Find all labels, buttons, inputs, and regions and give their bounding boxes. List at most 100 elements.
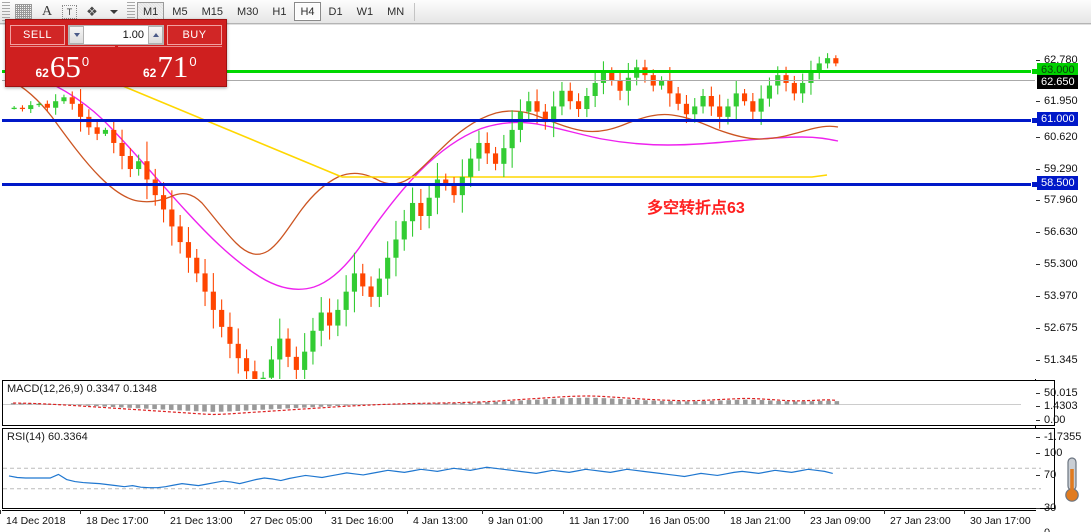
time-tick-10: 23 Jan 09:00 [804, 510, 871, 527]
volume-decrease-button[interactable] [69, 25, 84, 44]
price-scale[interactable]: 62.780 61.950 60.620 59.290 57.960 56.63… [1036, 25, 1091, 532]
price-tick-5: 56.630 [1036, 226, 1078, 238]
timeframe-m30[interactable]: M30 [231, 2, 264, 21]
macd-pane[interactable]: MACD(12,26,9) 0.3347 0.1348 [2, 380, 1055, 426]
time-tick-8: 16 Jan 05:00 [643, 510, 710, 527]
sell-price-fraction: 0 [81, 54, 90, 69]
rsi-scale-100: 100 [1036, 447, 1062, 459]
time-tick-9: 18 Jan 21:00 [724, 510, 791, 527]
timeframe-m15-label: M15 [201, 5, 223, 18]
sell-price-prefix: 62 [35, 66, 49, 80]
buy-button[interactable]: BUY [167, 24, 222, 45]
chart-area[interactable]: UKOil-,H4 62.740 62.850 62.650 62.650 [0, 24, 1091, 532]
text-label-icon[interactable]: T [58, 2, 81, 22]
buy-price-main: 71 [157, 49, 189, 83]
price-tick-4: 57.960 [1036, 194, 1078, 206]
time-tick-2: 21 Dec 13:00 [163, 510, 233, 527]
sell-button-label: SELL [23, 28, 52, 41]
sell-price-main: 65 [49, 49, 81, 83]
price-tick-3: 59.290 [1036, 163, 1078, 175]
price-tick-1: 61.950 [1036, 95, 1078, 107]
price-badge-58500[interactable]: 58.500 [1037, 176, 1078, 190]
time-tick-12: 30 Jan 17:00 [964, 510, 1031, 527]
timeframe-mn[interactable]: MN [381, 2, 410, 21]
timeframe-m5-label: M5 [172, 5, 188, 18]
time-tick-4: 31 Dec 16:00 [324, 510, 394, 527]
price-level-line-58500[interactable] [2, 181, 1038, 188]
price-tick-10: 50.015 [1036, 387, 1078, 399]
macd-scale-max: 1.4303 [1036, 400, 1078, 412]
timeframe-m1-label: M1 [143, 5, 159, 18]
text-format-icon[interactable]: A [36, 2, 58, 22]
toolbar-separator [414, 2, 416, 21]
time-tick-11: 27 Jan 23:00 [884, 510, 951, 527]
volume-stepper[interactable]: 1.00 [68, 24, 164, 45]
volume-increase-button[interactable] [148, 25, 163, 44]
timeframe-w1[interactable]: W1 [351, 2, 380, 21]
timeframe-m1[interactable]: M1 [137, 2, 165, 21]
timeframe-w1-label: W1 [356, 5, 374, 18]
timeframe-d1[interactable]: D1 [323, 2, 349, 21]
rsi-scale-0: 0 [1036, 527, 1050, 532]
toolbar-grip-2[interactable] [127, 1, 135, 22]
buy-price-prefix: 62 [142, 66, 157, 80]
buy-price-display[interactable]: 62 71 0 [117, 46, 222, 83]
text-label-icon-glyph: T [62, 4, 77, 19]
time-tick-0: 14 Dec 2018 [0, 510, 66, 527]
price-tick-7: 53.970 [1036, 290, 1078, 302]
timeframe-h4[interactable]: H4 [294, 2, 321, 21]
toolbar-grip-1[interactable] [2, 1, 10, 22]
objects-shapes-icon-glyph: ❖ [86, 3, 98, 19]
timeframe-d1-label: D1 [328, 5, 343, 18]
timeframe-m5[interactable]: M5 [166, 2, 193, 21]
objects-shapes-icon[interactable]: ❖ [81, 2, 103, 22]
volume-input[interactable]: 1.00 [122, 28, 144, 41]
time-axis[interactable]: 14 Dec 2018 18 Dec 17:00 21 Dec 13:00 27… [0, 510, 1036, 532]
rsi-scale-70: 70 [1036, 469, 1056, 481]
objects-dropdown-icon[interactable] [103, 2, 125, 22]
price-tick-2: 60.620 [1036, 131, 1078, 143]
rsi-plot [3, 466, 1041, 490]
time-tick-1: 18 Dec 17:00 [79, 510, 149, 527]
market-sentiment-thermometer[interactable] [1063, 457, 1081, 505]
trendline-yellow-flat [342, 174, 828, 178]
time-tick-3: 27 Dec 05:00 [243, 510, 313, 527]
sell-button[interactable]: SELL [10, 24, 65, 45]
macd-plot [3, 395, 1021, 416]
timeframe-m30-label: M30 [236, 5, 259, 18]
sell-price-display[interactable]: 62 65 0 [10, 46, 115, 83]
chevron-down-icon [110, 9, 118, 14]
chevron-up-icon [152, 32, 159, 37]
buy-price-fraction: 0 [189, 54, 197, 69]
timeframe-h4-label: H4 [300, 5, 315, 18]
price-level-line-61000[interactable] [2, 117, 1038, 124]
trade-panel-prices: 62 65 0 62 71 0 [6, 46, 226, 86]
rsi-scale-30: 30 [1036, 502, 1056, 514]
timeframe-m15[interactable]: M15 [196, 2, 229, 21]
timeframe-h1-label: H1 [272, 5, 287, 18]
macd-scale-min: -1.7355 [1036, 431, 1081, 443]
timeframe-h1[interactable]: H1 [266, 2, 292, 21]
price-badge-63000[interactable]: 63.000 [1037, 63, 1078, 77]
one-click-trading-panel[interactable]: SELL 1.00 BUY 62 65 0 62 71 0 [5, 19, 227, 87]
price-tick-9: 51.345 [1036, 354, 1078, 366]
price-badge-61000[interactable]: 61.000 [1037, 112, 1078, 126]
rsi-label: RSI(14) 60.3364 [7, 431, 88, 443]
macd-label: MACD(12,26,9) 0.3347 0.1348 [7, 383, 157, 395]
buy-button-label: BUY [182, 28, 207, 41]
time-tick-7: 11 Jan 17:00 [563, 510, 629, 527]
chevron-down-icon [73, 32, 80, 37]
last-price-line [2, 80, 1035, 81]
chart-text-annotation[interactable]: 多空转折点63 [647, 200, 745, 217]
time-tick-5: 4 Jan 13:00 [407, 510, 468, 527]
text-format-icon-glyph: A [41, 3, 53, 19]
macd-scale-mid: 0.00 [1036, 414, 1065, 426]
price-badge-last: 62.650 [1037, 75, 1078, 89]
price-tick-8: 52.675 [1036, 322, 1078, 334]
timeframe-mn-label: MN [387, 5, 405, 18]
ma-slow-line [31, 74, 839, 290]
time-tick-6: 9 Jan 01:00 [482, 510, 543, 527]
price-tick-6: 55.300 [1036, 258, 1078, 270]
rsi-pane[interactable]: RSI(14) 60.3364 [2, 428, 1055, 509]
